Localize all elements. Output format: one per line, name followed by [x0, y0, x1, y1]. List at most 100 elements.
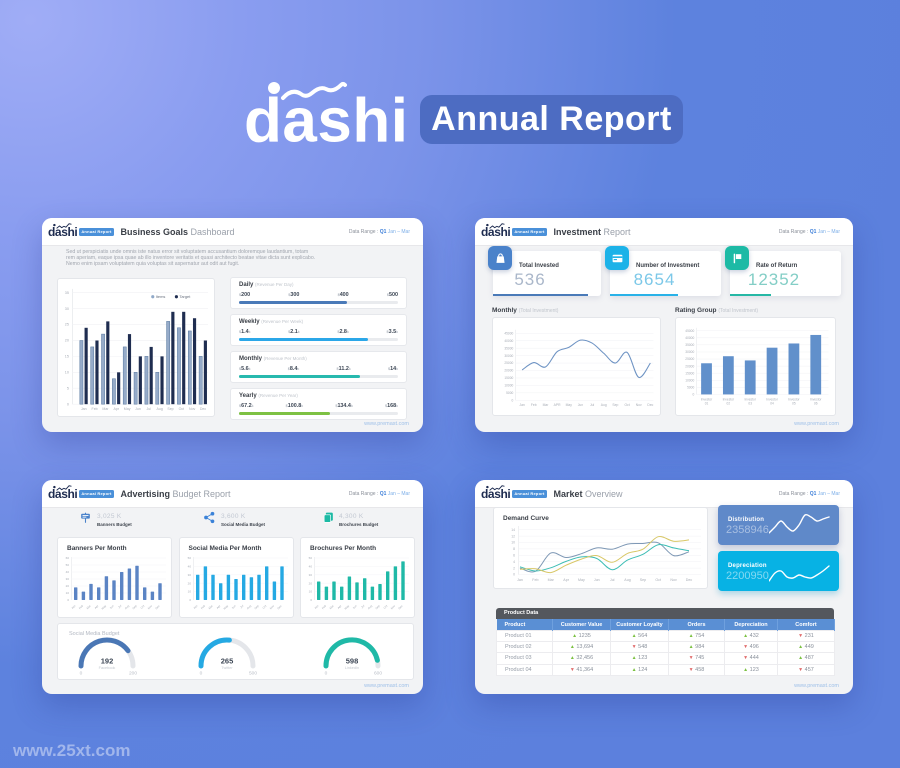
svg-text:15000: 15000	[685, 371, 694, 375]
svg-text:Jun: Jun	[135, 407, 141, 411]
svg-text:Jul: Jul	[610, 578, 615, 582]
svg-text:Nov: Nov	[268, 603, 275, 610]
svg-text:Aug: Aug	[601, 403, 607, 407]
svg-text:Apr: Apr	[114, 407, 120, 411]
svg-text:Oct: Oct	[139, 604, 145, 610]
svg-text:598: 598	[346, 657, 359, 666]
svg-text:Jul: Jul	[590, 403, 595, 407]
svg-text:25000: 25000	[685, 357, 694, 361]
svg-text:Jan: Jan	[192, 604, 198, 610]
svg-text:20000: 20000	[685, 364, 694, 368]
svg-text:Jul: Jul	[360, 604, 366, 610]
svg-text:Oct: Oct	[179, 407, 185, 411]
svg-text:4: 4	[513, 560, 515, 564]
svg-text:Feb: Feb	[199, 604, 206, 611]
svg-text:200: 200	[129, 671, 137, 677]
svg-text:Investor: Investor	[788, 397, 800, 401]
svg-text:20: 20	[187, 581, 191, 585]
svg-text:Nov: Nov	[670, 578, 677, 582]
svg-text:2: 2	[513, 566, 515, 570]
svg-text:Jun: Jun	[578, 403, 584, 407]
svg-text:May: May	[344, 603, 351, 610]
svg-text:25000: 25000	[504, 361, 513, 365]
svg-text:Dec: Dec	[154, 603, 161, 610]
svg-text:dashi: dashi	[244, 87, 404, 151]
svg-text:Mar: Mar	[102, 407, 109, 411]
svg-text:LinkedIn: LinkedIn	[345, 666, 359, 670]
svg-text:Oct: Oct	[655, 578, 661, 582]
svg-text:Jan: Jan	[81, 407, 87, 411]
svg-text:Feb: Feb	[531, 403, 537, 407]
svg-text:0: 0	[325, 671, 328, 677]
svg-text:Investor: Investor	[766, 397, 778, 401]
svg-text:Dec: Dec	[200, 407, 207, 411]
svg-text:05: 05	[792, 402, 796, 406]
svg-text:40000: 40000	[685, 336, 694, 340]
svg-text:10: 10	[511, 541, 515, 545]
svg-text:Dec: Dec	[647, 403, 653, 407]
svg-text:04: 04	[770, 402, 774, 406]
svg-text:25: 25	[65, 323, 69, 327]
svg-text:20000: 20000	[504, 369, 513, 373]
svg-text:20: 20	[65, 339, 69, 343]
svg-text:20: 20	[66, 584, 70, 588]
svg-text:Target: Target	[179, 294, 191, 299]
svg-text:Jul: Jul	[239, 604, 245, 610]
svg-text:40: 40	[66, 570, 70, 574]
svg-text:Mar: Mar	[548, 578, 555, 582]
svg-text:5000: 5000	[687, 386, 694, 390]
svg-text:Oct: Oct	[624, 403, 629, 407]
svg-text:Items: Items	[156, 294, 166, 299]
svg-text:Jan: Jan	[519, 403, 525, 407]
svg-text:Facebook: Facebook	[98, 666, 115, 670]
svg-text:0: 0	[513, 573, 515, 577]
svg-text:40: 40	[187, 565, 191, 569]
svg-text:30: 30	[187, 573, 191, 577]
svg-text:15: 15	[65, 355, 69, 359]
svg-text:5000: 5000	[506, 391, 513, 395]
svg-text:0: 0	[310, 598, 312, 602]
svg-text:Aug: Aug	[124, 604, 131, 611]
svg-text:Jan: Jan	[517, 578, 523, 582]
svg-text:APR: APR	[554, 403, 561, 407]
svg-text:Mar: Mar	[207, 604, 213, 610]
svg-text:6: 6	[513, 554, 515, 558]
svg-text:35: 35	[65, 291, 69, 295]
svg-text:Investor: Investor	[701, 397, 713, 401]
svg-text:Twitter: Twitter	[221, 666, 233, 670]
svg-text:35000: 35000	[504, 346, 513, 350]
svg-text:50: 50	[309, 556, 313, 560]
svg-text:0: 0	[67, 598, 69, 602]
svg-text:265: 265	[220, 657, 233, 666]
svg-text:Aug: Aug	[245, 604, 252, 611]
svg-text:40000: 40000	[504, 339, 513, 343]
svg-text:Jun: Jun	[352, 604, 358, 610]
svg-text:50: 50	[187, 556, 191, 560]
svg-text:May: May	[124, 407, 131, 411]
svg-text:03: 03	[748, 402, 752, 406]
svg-text:10: 10	[309, 590, 313, 594]
svg-text:45000: 45000	[504, 331, 513, 335]
svg-text:40: 40	[309, 565, 313, 569]
svg-text:0: 0	[189, 598, 191, 602]
svg-text:Jul: Jul	[147, 407, 152, 411]
svg-text:06: 06	[814, 402, 818, 406]
svg-text:Apr: Apr	[215, 604, 221, 610]
svg-text:0: 0	[199, 671, 202, 677]
svg-text:Aug: Aug	[624, 578, 630, 582]
svg-text:Sep: Sep	[167, 407, 173, 411]
svg-text:Investor: Investor	[744, 397, 756, 401]
svg-text:Sep: Sep	[612, 403, 618, 407]
svg-text:Apr: Apr	[563, 578, 569, 582]
svg-text:Sep: Sep	[640, 578, 646, 582]
svg-text:500: 500	[249, 671, 257, 677]
svg-text:01: 01	[705, 402, 709, 406]
svg-text:Feb: Feb	[78, 604, 85, 611]
svg-text:Aug: Aug	[157, 407, 163, 411]
svg-text:Feb: Feb	[92, 407, 98, 411]
svg-text:Feb: Feb	[532, 578, 538, 582]
svg-text:Jun: Jun	[109, 604, 115, 610]
svg-text:0: 0	[512, 398, 514, 402]
svg-text:Nov: Nov	[189, 407, 196, 411]
svg-text:May: May	[101, 603, 108, 610]
